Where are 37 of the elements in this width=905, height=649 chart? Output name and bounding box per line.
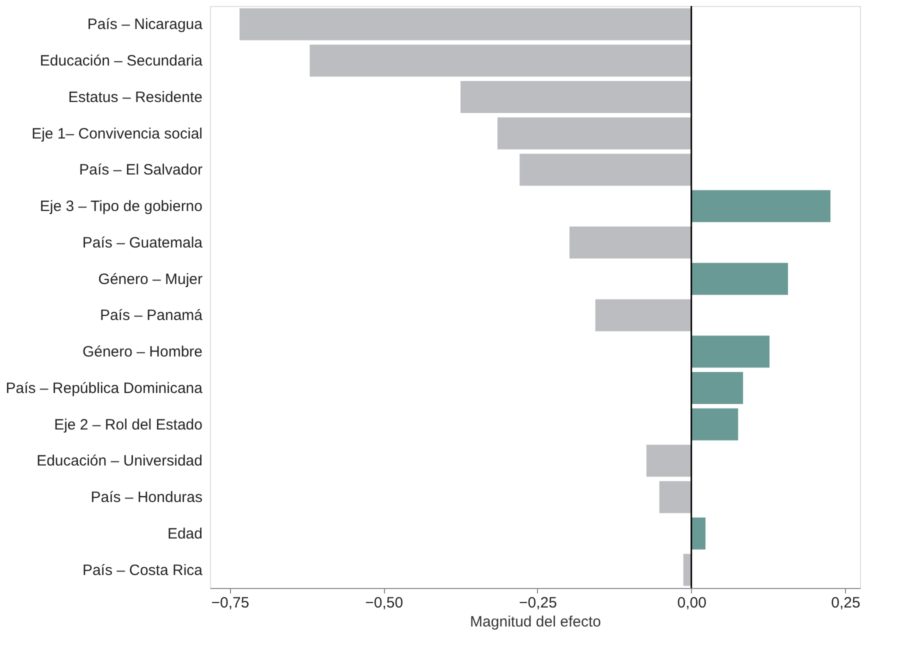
y-tick-label: Eje 1– Convivencia social xyxy=(32,125,202,142)
bar xyxy=(691,190,830,222)
y-tick-label: País – Panamá xyxy=(100,307,204,324)
y-tick-label: Edad xyxy=(167,525,202,542)
y-tick-label: País – Honduras xyxy=(90,489,202,506)
y-tick-label: País – Guatemala xyxy=(82,234,204,252)
bar xyxy=(240,8,692,40)
bar xyxy=(691,408,738,440)
bar xyxy=(691,336,770,368)
y-tick-label: Eje 3 – Tipo de gobierno xyxy=(40,198,202,216)
y-tick-label: Género – Hombre xyxy=(82,344,202,361)
bar xyxy=(569,226,692,258)
bar xyxy=(520,154,692,186)
y-tick-label: Género – Mujer xyxy=(98,270,202,288)
y-tick-label: País – Nicaragua xyxy=(87,16,204,34)
y-tick-label: Estatus – Residente xyxy=(68,88,202,106)
x-axis-title: Magnitud del efecto xyxy=(470,614,601,630)
x-tick-label: −0,25 xyxy=(518,594,557,612)
bar xyxy=(691,517,706,550)
y-tick-label: País – El Salvador xyxy=(79,162,202,179)
bar xyxy=(646,444,692,477)
x-tick-label: 0,25 xyxy=(831,594,860,612)
bar xyxy=(460,80,692,113)
bar xyxy=(497,117,692,150)
bar xyxy=(659,481,692,514)
bar xyxy=(595,299,692,332)
y-tick-label: Eje 2 – Rol del Estado xyxy=(54,416,202,434)
x-tick-label: −0,50 xyxy=(365,594,404,612)
bar xyxy=(691,372,744,404)
bar xyxy=(691,262,788,295)
x-tick-label: −0,75 xyxy=(211,594,250,612)
y-tick-label: País – Costa Rica xyxy=(82,562,204,579)
y-tick-label: Educación – Secundaria xyxy=(40,52,204,70)
y-tick-label: Educación – Universidad xyxy=(36,452,202,470)
bar xyxy=(310,44,692,77)
x-tick-label: 0,00 xyxy=(677,594,706,612)
y-tick-label: País – República Dominicana xyxy=(6,380,204,397)
